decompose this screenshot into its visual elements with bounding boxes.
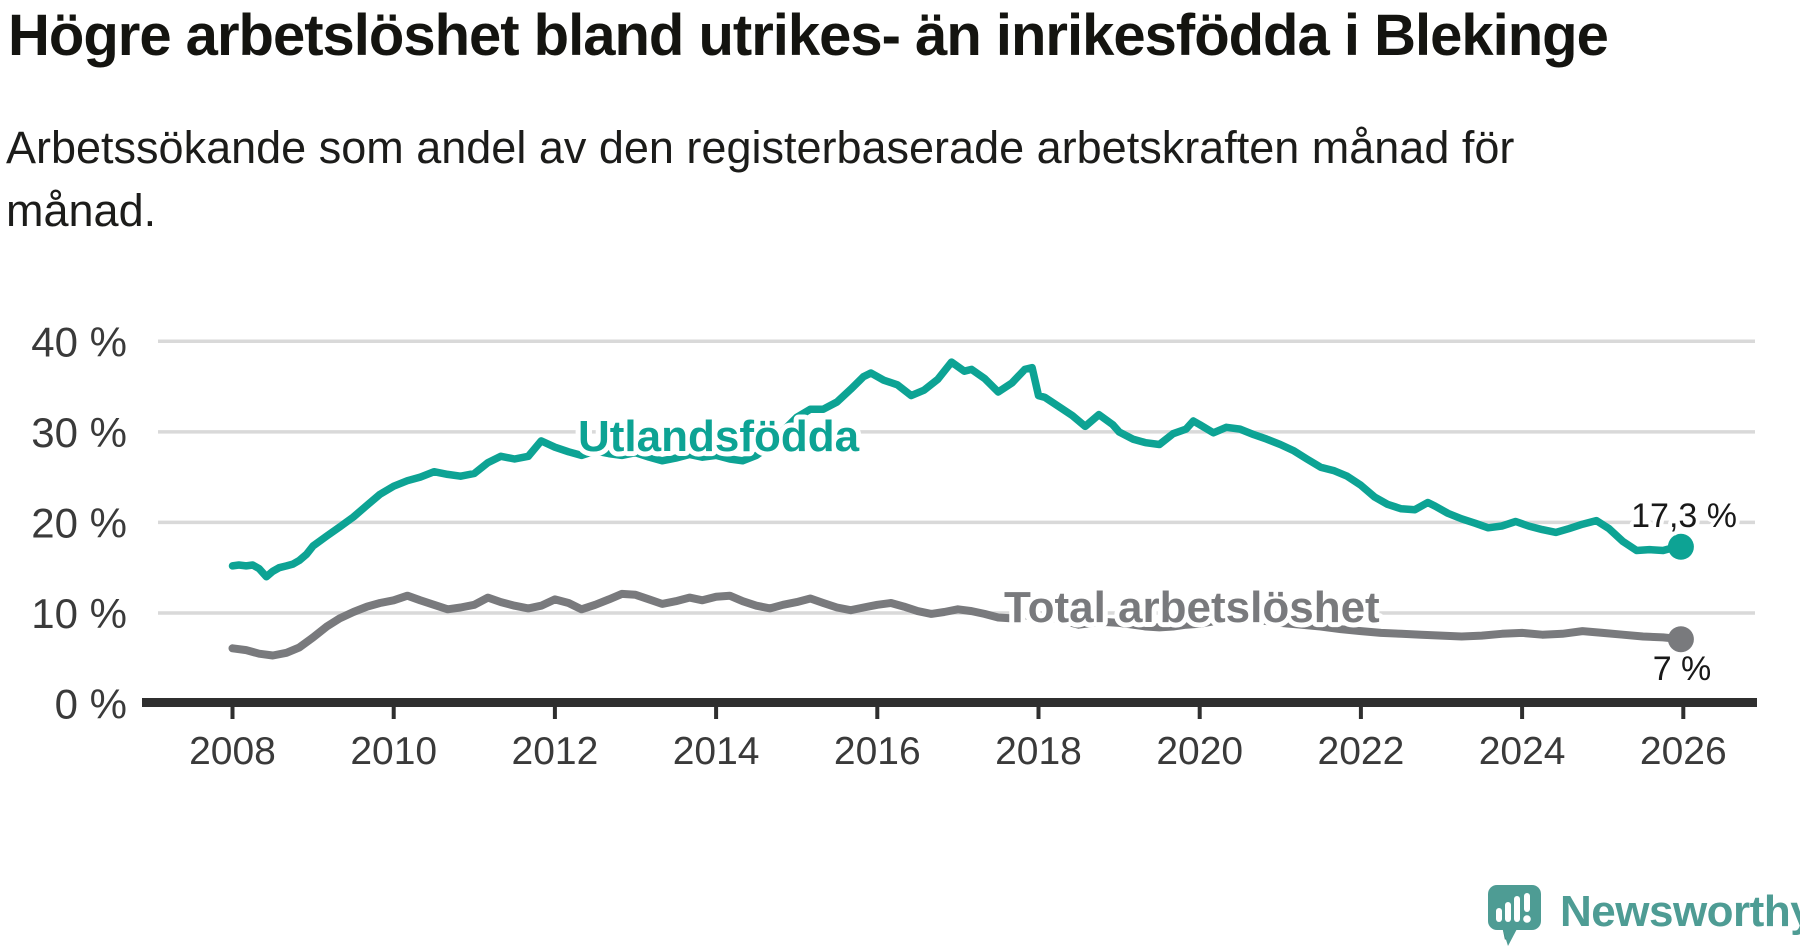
newsworthy-wordmark: Newsworthy	[1560, 887, 1800, 936]
series-line-utlandsfodda	[228, 358, 1685, 581]
chart-title: Högre arbetslöshet bland utrikes- än inr…	[8, 3, 1609, 68]
newsworthy-branding[interactable]: Newsworthy	[1487, 884, 1800, 948]
x-axis-label-2014: 2014	[673, 730, 760, 773]
chart-subtitle: Arbetssökande som andel av den registerb…	[6, 116, 1514, 242]
x-axis-label-2026: 2026	[1640, 730, 1727, 773]
series-label-total-arbetsloshet: Total arbetslöshet	[1004, 583, 1380, 632]
logo-bar-3	[1514, 896, 1520, 922]
logo-tail	[1502, 927, 1518, 946]
x-axis-label-2018: 2018	[995, 730, 1082, 773]
chart-subtitle-line-1: Arbetssökande som andel av den registerb…	[6, 122, 1515, 173]
end-value-label-total-arbetsloshet: 7 %	[1653, 650, 1712, 688]
x-axis-label-2020: 2020	[1156, 730, 1243, 773]
y-axis-label-20pct: 20 %	[31, 499, 127, 546]
x-axis-label-2012: 2012	[512, 730, 599, 773]
x-axis-label-2024: 2024	[1479, 730, 1566, 773]
logo-bar-2	[1505, 902, 1511, 922]
end-value-label-utlandsfodda: 17,3 %	[1631, 497, 1737, 535]
y-axis-label-0pct: 0 %	[55, 681, 127, 728]
x-axis-label-2008: 2008	[189, 730, 276, 773]
chart-subtitle-line-2: månad.	[6, 185, 157, 236]
x-axis-label-2022: 2022	[1318, 730, 1405, 773]
y-axis-label-40pct: 40 %	[31, 318, 127, 365]
series-end-dot-total-arbetsloshet	[1667, 626, 1694, 653]
x-axis-label-2010: 2010	[350, 730, 437, 773]
series-label-utlandsfodda: Utlandsfödda	[578, 412, 860, 461]
logo-exclamation-bar	[1524, 893, 1530, 912]
x-axis-label-2016: 2016	[834, 730, 921, 773]
y-axis-label-30pct: 30 %	[31, 409, 127, 456]
series-end-dot-utlandsfodda	[1667, 533, 1694, 560]
y-axis-label-10pct: 10 %	[31, 590, 127, 637]
logo-bar-1	[1496, 908, 1502, 922]
series-line-total-arbetsloshet	[228, 589, 1685, 660]
newsworthy-logo-icon	[1488, 885, 1541, 946]
logo-exclamation-dot	[1523, 915, 1531, 923]
